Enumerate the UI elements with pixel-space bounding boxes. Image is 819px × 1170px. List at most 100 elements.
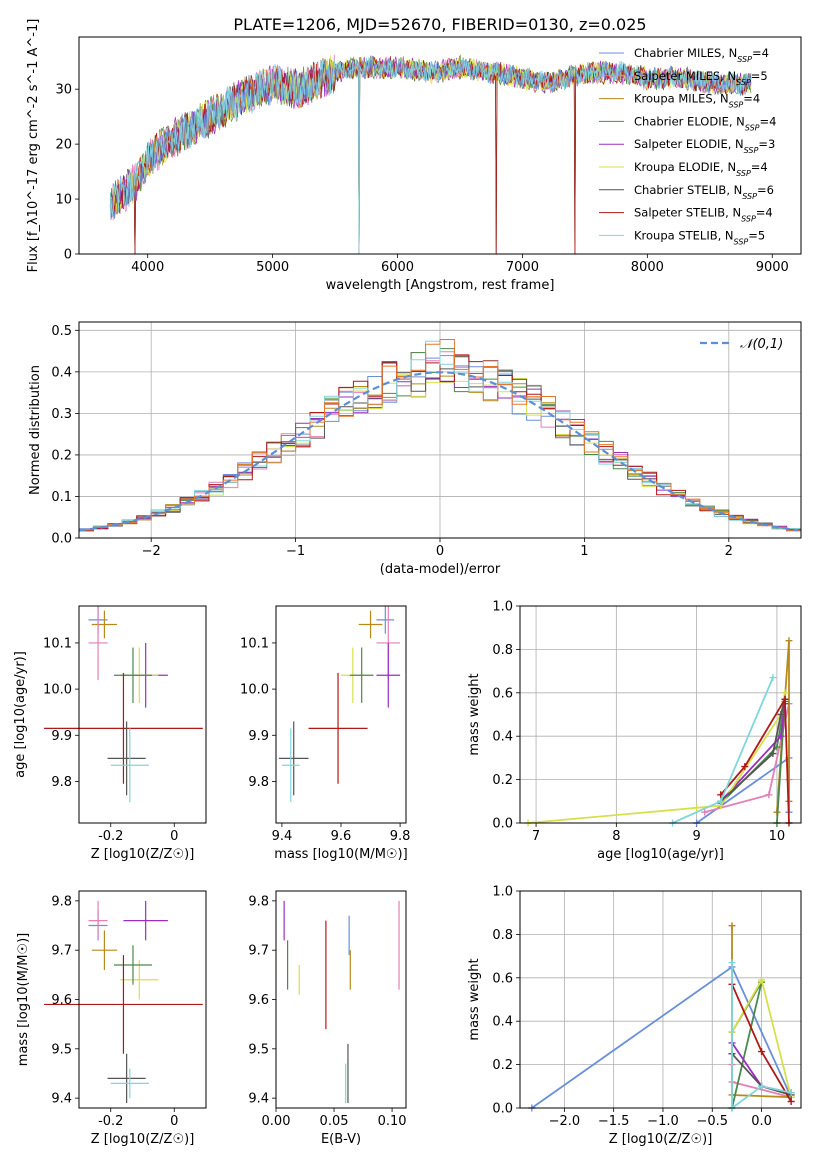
weight-marker <box>758 1082 766 1090</box>
y-tick-label: 9.6 <box>51 993 72 1008</box>
x-tick-label: 0 <box>170 1114 178 1129</box>
y-tick-label: 10.0 <box>43 683 72 698</box>
y-tick-label: 9.8 <box>248 775 269 790</box>
age-vs-Z-panel: -0.2 0 9.8 9.9 10.0 10.1 Z [log10(Z/Z☉)] age [l… <box>13 605 207 862</box>
y-tick-label: 0.4 <box>492 730 513 745</box>
y-tick-label: 0.2 <box>51 448 72 463</box>
y-axis-label: Normed distribution <box>28 365 43 495</box>
y-tick-label: 9.6 <box>248 993 269 1008</box>
x-tick-label: −1.5 <box>598 1114 630 1129</box>
weight-marker <box>728 959 736 967</box>
y-tick-label: 9.9 <box>51 729 72 744</box>
mass-vs-Z-panel: -0.2 0 9.4 9.5 9.6 9.7 9.8 Z [log10(Z/Z☉)] mass … <box>16 890 207 1147</box>
x-tick-label: 10 <box>769 829 786 844</box>
axes-frame <box>78 321 802 539</box>
y-tick-label: 9.9 <box>248 729 269 744</box>
y-tick-label: 10.1 <box>240 636 269 651</box>
y-axis-label: mass weight <box>467 673 482 755</box>
residuals-panel: −2 −1 0 1 2 0.0 0.1 0.2 0.3 0.4 0.5 (data-model)/er… <box>28 321 802 577</box>
y-tick-label: 9.8 <box>248 894 269 909</box>
spectrum-line <box>109 56 752 254</box>
x-tick-label: 5000 <box>256 260 289 275</box>
weight-vs-age-panel: 7 8 9 10 0.0 0.2 0.4 0.6 0.8 1.0 age [log10(age/yr… <box>467 600 802 862</box>
weight-marker <box>769 674 777 682</box>
x-axis-label: mass [log10(M/M☉)] <box>274 847 407 862</box>
x-tick-label: 0.0 <box>751 1114 772 1129</box>
axes-frame <box>78 890 207 1109</box>
weight-line <box>720 696 790 824</box>
y-tick-label: 30 <box>55 83 72 98</box>
axes-frame <box>519 890 802 1109</box>
y-tick-label: 0 <box>64 248 72 263</box>
y-tick-label: 9.5 <box>248 1042 269 1057</box>
x-axis-label: E(B-V) <box>321 1132 361 1147</box>
weight-marker <box>717 797 725 805</box>
legend-label: Chabrier STELIB, NSSP=6 <box>634 183 774 201</box>
y-tick-label: 0.0 <box>492 817 513 832</box>
y-axis-label: mass [log10(M/M☉)] <box>16 933 31 1066</box>
spectrum-lines <box>109 54 752 254</box>
x-axis-label: age [log10(age/yr)] <box>597 847 724 862</box>
y-tick-label: 9.8 <box>51 894 72 909</box>
weight-marker <box>787 1089 795 1097</box>
y-tick-label: 0.6 <box>492 971 513 986</box>
histogram-step <box>79 339 801 533</box>
weight-vs-Z-panel: −2.0 −1.5 −1.0 −0.5 0.0 0.0 0.2 0.4 0.6 0.8 1.0 Z [… <box>467 885 802 1147</box>
x-tick-label: −1.0 <box>647 1114 679 1129</box>
axes-frame <box>78 605 207 824</box>
weight-marker <box>787 1097 795 1105</box>
x-axis-label: (data-model)/error <box>380 562 501 577</box>
weight-marker <box>701 808 709 816</box>
x-tick-label: −0.5 <box>696 1114 728 1129</box>
axes-frame <box>519 605 802 824</box>
weight-marker <box>765 791 773 799</box>
age-vs-mass-panel: 9.4 9.6 9.8 9.8 9.9 10.0 10.1 mass [log10(M/M☉)… <box>240 605 411 862</box>
x-tick-label: 2 <box>725 544 733 559</box>
legend-label: Salpeter ELODIE, NSSP=3 <box>634 137 775 155</box>
x-tick-label: 0 <box>436 544 444 559</box>
weight-line <box>731 962 792 1110</box>
x-tick-label: -0.2 <box>98 829 123 844</box>
x-axis-label: Z [log10(Z/Z☉)] <box>91 1132 195 1147</box>
x-tick-label: 9.6 <box>331 829 352 844</box>
y-tick-label: 0.8 <box>492 928 513 943</box>
y-axis-label: age [log10(age/yr)] <box>13 651 28 778</box>
y-tick-label: 0.6 <box>492 686 513 701</box>
x-tick-label: −1 <box>286 544 305 559</box>
x-tick-label: −2 <box>142 544 161 559</box>
weight-marker <box>758 1048 766 1056</box>
legend-label: Salpeter MILES, NSSP=5 <box>634 69 768 87</box>
x-tick-label: 9000 <box>756 260 789 275</box>
weight-marker <box>758 976 766 984</box>
x-tick-label: 9 <box>692 829 700 844</box>
y-tick-label: 0.0 <box>492 1102 513 1117</box>
y-tick-label: 0.8 <box>492 643 513 658</box>
legend-label: 𝒩(0,1) <box>740 337 783 352</box>
y-tick-label: 9.7 <box>51 944 72 959</box>
y-tick-label: 9.5 <box>51 1042 72 1057</box>
y-tick-label: 0.2 <box>492 1058 513 1073</box>
x-tick-label: -0.2 <box>98 1114 123 1129</box>
x-tick-label: 1 <box>580 544 588 559</box>
y-tick-label: 0.2 <box>492 773 513 788</box>
x-tick-label: 7 <box>532 829 540 844</box>
legend-label: Chabrier ELODIE, NSSP=4 <box>634 114 776 131</box>
x-tick-label: −2.0 <box>549 1114 581 1129</box>
y-tick-label: 1.0 <box>492 885 513 900</box>
x-tick-label: 0.05 <box>320 1114 349 1129</box>
legend-label: Salpeter STELIB, NSSP=4 <box>634 206 773 224</box>
weight-line <box>527 692 786 824</box>
legend-label: Kroupa ELODIE, NSSP=4 <box>634 160 768 178</box>
axes-frame <box>78 36 802 255</box>
x-tick-label: 0 <box>170 829 178 844</box>
x-tick-label: 6000 <box>381 260 414 275</box>
histogram-lines <box>79 339 801 533</box>
axes-frame <box>275 890 407 1109</box>
y-tick-label: 9.8 <box>51 775 72 790</box>
x-tick-label: 0.10 <box>378 1114 407 1129</box>
normal-curve <box>79 371 799 532</box>
y-tick-label: 0.3 <box>51 407 72 422</box>
x-tick-label: 9.8 <box>390 829 411 844</box>
y-axis-label: mass weight <box>467 958 482 1040</box>
axes-frame <box>275 605 407 824</box>
